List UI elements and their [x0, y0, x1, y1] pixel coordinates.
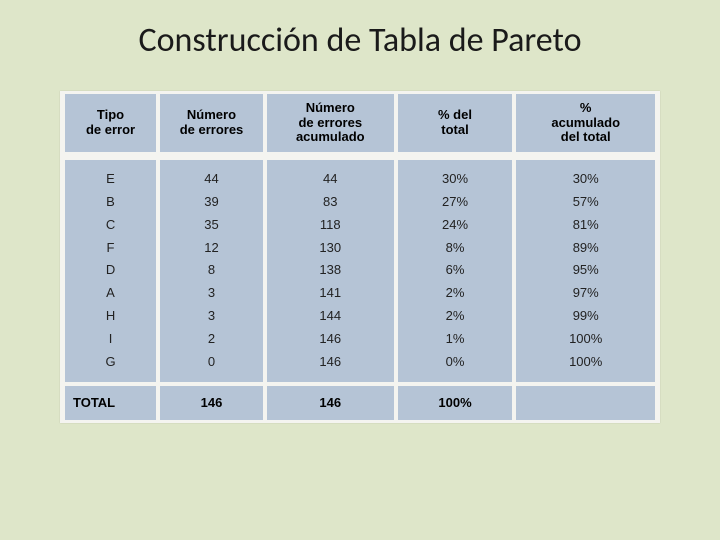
cell: 81% — [514, 214, 657, 237]
cell: 130 — [265, 237, 396, 260]
cell: 83 — [265, 191, 396, 214]
cell: 30% — [514, 156, 657, 191]
table-body: E444430%30%B398327%57%C3511824%81%F12130… — [63, 156, 657, 382]
cell: 99% — [514, 305, 657, 328]
cell: 2% — [396, 282, 515, 305]
table-row: E444430%30% — [63, 156, 657, 191]
cell: B — [63, 191, 158, 214]
table-row: D81386%95% — [63, 259, 657, 282]
pareto-table: Tipode error Númerode errores Númerode e… — [63, 94, 657, 420]
cell: A — [63, 282, 158, 305]
cell: 118 — [265, 214, 396, 237]
table-row: G01460%100% — [63, 351, 657, 382]
cell: 24% — [396, 214, 515, 237]
cell: 1% — [396, 328, 515, 351]
col-header-tipo: Tipode error — [63, 94, 158, 156]
cell: 2% — [396, 305, 515, 328]
cell: 97% — [514, 282, 657, 305]
cell: 44 — [265, 156, 396, 191]
total-pct: 100% — [396, 382, 515, 421]
total-pct-acum — [514, 382, 657, 421]
cell: 0 — [158, 351, 265, 382]
pareto-table-container: Tipode error Númerode errores Númerode e… — [60, 91, 660, 423]
cell: 39 — [158, 191, 265, 214]
cell: 146 — [265, 351, 396, 382]
table-row: I21461%100% — [63, 328, 657, 351]
cell: 8 — [158, 259, 265, 282]
cell: 57% — [514, 191, 657, 214]
cell: 8% — [396, 237, 515, 260]
cell: 44 — [158, 156, 265, 191]
cell: C — [63, 214, 158, 237]
table-row: C3511824%81% — [63, 214, 657, 237]
cell: 6% — [396, 259, 515, 282]
table-total-row: TOTAL 146 146 100% — [63, 382, 657, 421]
cell: 89% — [514, 237, 657, 260]
total-num: 146 — [158, 382, 265, 421]
col-header-numero: Númerode errores — [158, 94, 265, 156]
cell: 2 — [158, 328, 265, 351]
cell: I — [63, 328, 158, 351]
cell: 144 — [265, 305, 396, 328]
cell: D — [63, 259, 158, 282]
table-row: H31442%99% — [63, 305, 657, 328]
cell: 27% — [396, 191, 515, 214]
cell: 95% — [514, 259, 657, 282]
col-header-pct: % deltotal — [396, 94, 515, 156]
table-row: B398327%57% — [63, 191, 657, 214]
total-acum: 146 — [265, 382, 396, 421]
cell: 141 — [265, 282, 396, 305]
total-label: TOTAL — [63, 382, 158, 421]
cell: E — [63, 156, 158, 191]
table-row: A31412%97% — [63, 282, 657, 305]
cell: 100% — [514, 328, 657, 351]
cell: 138 — [265, 259, 396, 282]
cell: 100% — [514, 351, 657, 382]
col-header-acumulado: Númerode erroresacumulado — [265, 94, 396, 156]
cell: H — [63, 305, 158, 328]
cell: F — [63, 237, 158, 260]
col-header-pct-acum: %acumuladodel total — [514, 94, 657, 156]
cell: 30% — [396, 156, 515, 191]
page-title: Construcción de Tabla de Pareto — [40, 20, 680, 61]
cell: 146 — [265, 328, 396, 351]
cell: G — [63, 351, 158, 382]
cell: 0% — [396, 351, 515, 382]
cell: 3 — [158, 282, 265, 305]
cell: 3 — [158, 305, 265, 328]
table-row: F121308%89% — [63, 237, 657, 260]
table-header-row: Tipode error Númerode errores Númerode e… — [63, 94, 657, 156]
cell: 35 — [158, 214, 265, 237]
cell: 12 — [158, 237, 265, 260]
